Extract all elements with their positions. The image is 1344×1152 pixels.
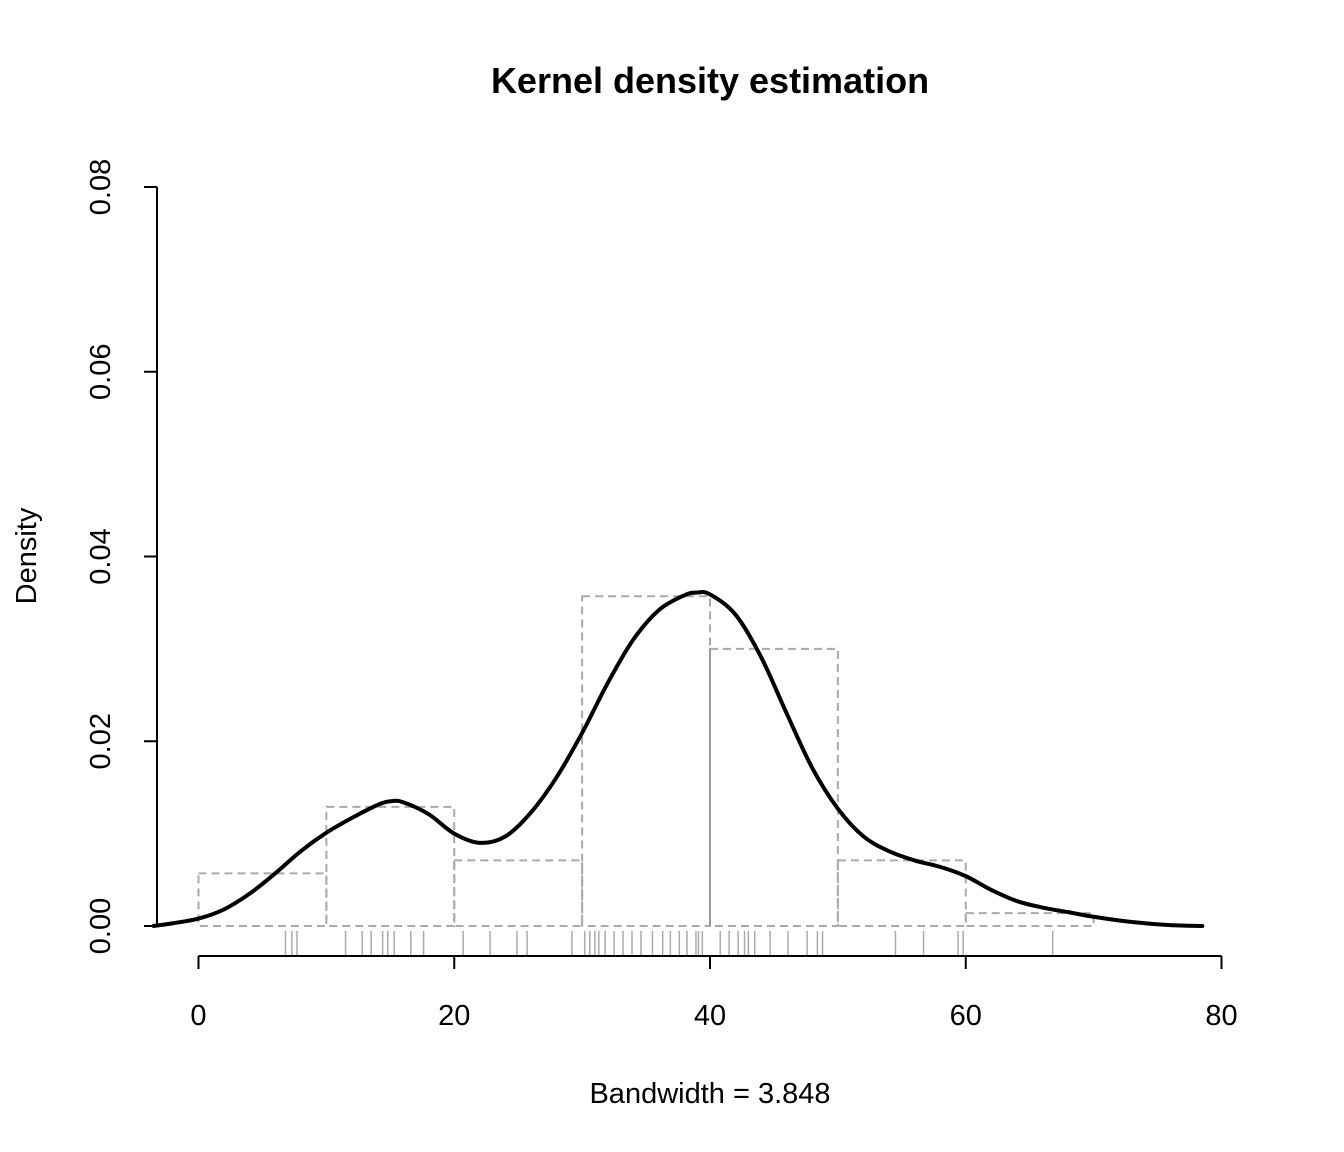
x-axis: 0 20 40 60 80 xyxy=(190,955,1238,1032)
rug-marks xyxy=(284,931,1054,955)
histogram-bar xyxy=(709,647,839,927)
x-tick-label: 40 xyxy=(694,1000,726,1032)
density-curve-layer xyxy=(151,590,1205,928)
y-tick-label: 0.00 xyxy=(85,898,117,954)
x-axis-label: Bandwidth = 3.848 xyxy=(589,1078,830,1110)
y-tick-label: 0.06 xyxy=(85,344,117,400)
x-tick-label: 80 xyxy=(1205,1000,1237,1032)
histogram-bars xyxy=(197,595,1095,928)
y-tick-label: 0.02 xyxy=(85,713,117,769)
y-tick-label: 0.04 xyxy=(85,528,117,584)
histogram-bar xyxy=(453,859,584,928)
chart-title: Kernel density estimation xyxy=(491,60,929,101)
histogram-bar xyxy=(325,805,456,927)
x-tick-label: 20 xyxy=(438,1000,470,1032)
histogram-bar xyxy=(964,912,1095,928)
y-axis: 0.00 0.02 0.04 0.06 0.08 xyxy=(85,159,158,954)
histogram-bar xyxy=(836,859,967,928)
histogram-bar xyxy=(581,595,711,927)
y-tick-label: 0.08 xyxy=(85,159,117,215)
density-curve xyxy=(151,590,1205,928)
y-axis-label: Density xyxy=(11,507,43,604)
histogram-bar xyxy=(197,872,328,928)
x-tick-label: 60 xyxy=(950,1000,982,1032)
x-tick-label: 0 xyxy=(190,1000,206,1032)
